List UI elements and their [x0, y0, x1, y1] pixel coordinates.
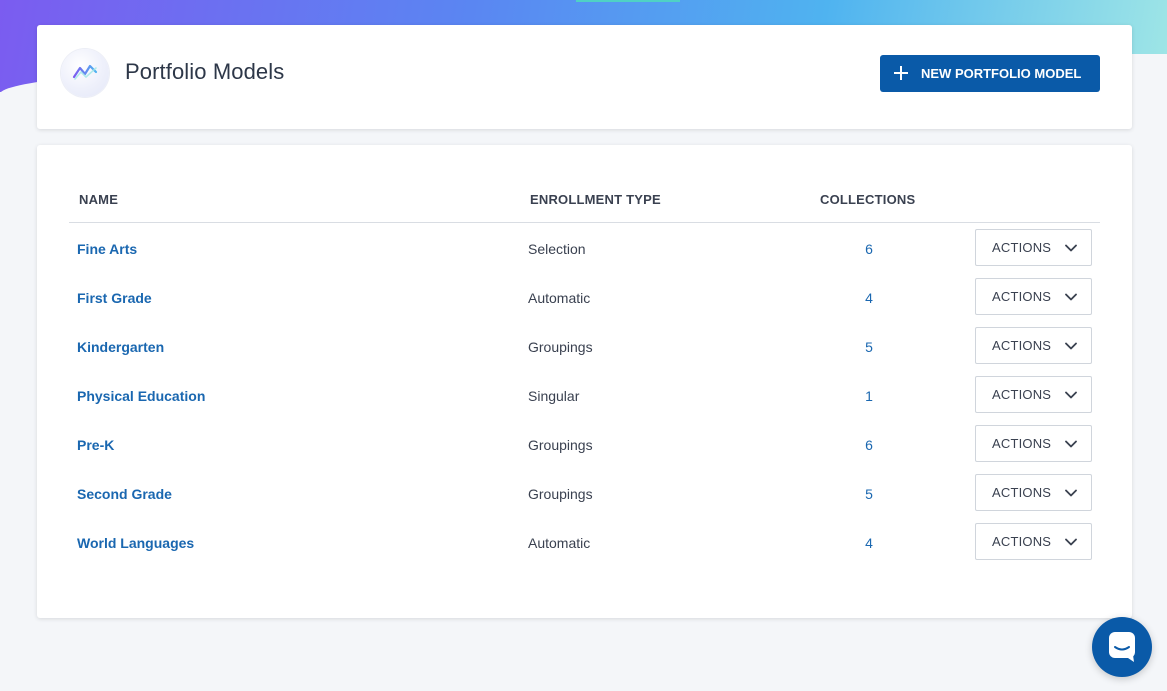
- plus-icon: [894, 66, 908, 80]
- collections-count-link[interactable]: 5: [865, 339, 873, 355]
- collections-count-link[interactable]: 5: [865, 486, 873, 502]
- page-title: Portfolio Models: [125, 59, 285, 84]
- actions-dropdown-button[interactable]: ACTIONS: [975, 474, 1092, 511]
- collections-count-link[interactable]: 6: [865, 241, 873, 257]
- actions-dropdown-button[interactable]: ACTIONS: [975, 425, 1092, 462]
- model-name-link[interactable]: Second Grade: [77, 486, 172, 502]
- enrollment-type: Automatic: [528, 535, 591, 551]
- chevron-down-icon: [1065, 342, 1077, 350]
- actions-dropdown-button[interactable]: ACTIONS: [975, 229, 1092, 266]
- model-name-link[interactable]: First Grade: [77, 290, 152, 306]
- chat-launcher-button[interactable]: [1092, 617, 1152, 677]
- model-name-link[interactable]: World Languages: [77, 535, 195, 551]
- model-name-link[interactable]: Physical Education: [77, 388, 206, 404]
- chat-icon: [1109, 632, 1135, 662]
- table-row: Fine Arts Selection 6 ACTIONS: [69, 223, 1100, 272]
- actions-dropdown-button[interactable]: ACTIONS: [975, 278, 1092, 315]
- actions-label: ACTIONS: [992, 534, 1052, 549]
- collections-count-link[interactable]: 4: [865, 290, 873, 306]
- actions-dropdown-button[interactable]: ACTIONS: [975, 376, 1092, 413]
- column-header-name[interactable]: NAME: [79, 192, 119, 207]
- chevron-down-icon: [1065, 538, 1077, 546]
- actions-label: ACTIONS: [992, 240, 1052, 255]
- chevron-down-icon: [1065, 293, 1077, 301]
- enrollment-type: Groupings: [528, 339, 593, 355]
- chevron-down-icon: [1065, 440, 1077, 448]
- collections-count-link[interactable]: 1: [865, 388, 873, 404]
- new-portfolio-model-button[interactable]: NEW PORTFOLIO MODEL: [880, 55, 1100, 92]
- table-row: World Languages Automatic 4 ACTIONS: [69, 517, 1100, 566]
- collections-count-link[interactable]: 6: [865, 437, 873, 453]
- actions-label: ACTIONS: [992, 387, 1052, 402]
- actions-dropdown-button[interactable]: ACTIONS: [975, 523, 1092, 560]
- new-portfolio-model-label: NEW PORTFOLIO MODEL: [921, 66, 1082, 81]
- model-name-link[interactable]: Kindergarten: [77, 339, 165, 355]
- trend-line-icon: [61, 49, 109, 97]
- enrollment-type: Singular: [528, 388, 580, 404]
- model-name-link[interactable]: Pre-K: [77, 437, 115, 453]
- column-header-collections[interactable]: COLLECTIONS: [820, 192, 916, 207]
- actions-label: ACTIONS: [992, 485, 1052, 500]
- collections-count-link[interactable]: 4: [865, 535, 873, 551]
- actions-label: ACTIONS: [992, 289, 1052, 304]
- actions-label: ACTIONS: [992, 436, 1052, 451]
- chevron-down-icon: [1065, 391, 1077, 399]
- model-name-link[interactable]: Fine Arts: [77, 241, 138, 257]
- enrollment-type: Automatic: [528, 290, 591, 306]
- table-row: First Grade Automatic 4 ACTIONS: [69, 272, 1100, 321]
- actions-dropdown-button[interactable]: ACTIONS: [975, 327, 1092, 364]
- loading-accent-bar: [576, 0, 680, 2]
- column-header-enrollment-type[interactable]: ENROLLMENT TYPE: [530, 192, 661, 207]
- page-header: Portfolio Models NEW PORTFOLIO MODEL: [37, 25, 1132, 129]
- portfolio-models-table: NAME ENROLLMENT TYPE COLLECTIONS Fine Ar…: [37, 145, 1132, 618]
- chevron-down-icon: [1065, 489, 1077, 497]
- chevron-down-icon: [1065, 244, 1077, 252]
- table-row: Second Grade Groupings 5 ACTIONS: [69, 468, 1100, 517]
- enrollment-type: Selection: [528, 241, 586, 257]
- header-divider: [69, 222, 1100, 223]
- enrollment-type: Groupings: [528, 437, 593, 453]
- table-row: Pre-K Groupings 6 ACTIONS: [69, 419, 1100, 468]
- enrollment-type: Groupings: [528, 486, 593, 502]
- actions-label: ACTIONS: [992, 338, 1052, 353]
- table-row: Kindergarten Groupings 5 ACTIONS: [69, 321, 1100, 370]
- table-row: Physical Education Singular 1 ACTIONS: [69, 370, 1100, 419]
